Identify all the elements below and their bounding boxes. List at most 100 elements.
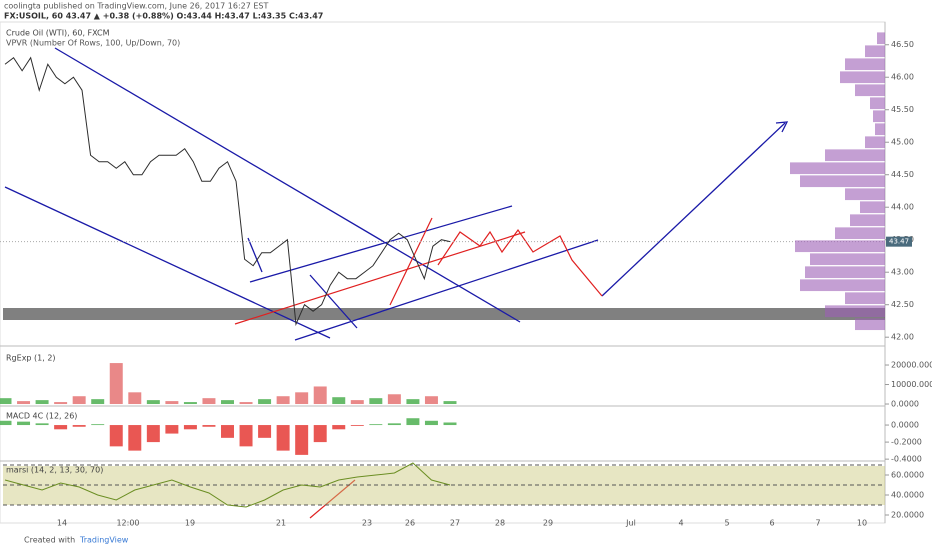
profile-bar	[855, 84, 885, 97]
bar	[72, 396, 86, 405]
x-tick-label: 12:00	[116, 519, 139, 528]
price-line	[4, 462, 451, 508]
bar	[72, 425, 86, 427]
x-tick-label: 26	[405, 519, 415, 528]
y-tick-label: 44.00	[891, 203, 914, 212]
x-tick-label: 5	[724, 519, 729, 528]
bar	[350, 425, 364, 426]
y-tick-label: 46.00	[891, 73, 914, 82]
last-box	[886, 236, 912, 247]
y-tick-label: 45.00	[891, 138, 914, 147]
panel-title: marsi (14, 2, 13, 30, 70)	[6, 466, 103, 475]
last-price: 43.47	[889, 238, 909, 246]
y-tick-label: 10000.0000	[891, 380, 932, 389]
bar	[443, 401, 457, 405]
created: Created with	[24, 536, 75, 545]
x-tick-label: 19	[185, 519, 195, 528]
y-tick-label: 60.0000	[891, 471, 924, 480]
bar	[258, 399, 272, 405]
profile-bar	[790, 162, 885, 175]
x-tick-label: 4	[678, 519, 683, 528]
bar	[239, 425, 253, 447]
profile-bar	[865, 136, 885, 149]
bar	[332, 425, 346, 430]
panel-subtitle: VPVR (Number Of Rows, 100, Up/Down, 70)	[6, 39, 180, 48]
bar	[35, 400, 49, 405]
x-tick-label: 14	[57, 519, 67, 528]
profile-bar	[810, 253, 885, 266]
bar	[183, 425, 197, 430]
profile-bar	[850, 214, 885, 227]
bar	[406, 399, 420, 405]
bar	[165, 401, 179, 405]
profile-bar	[805, 266, 885, 279]
bar	[406, 418, 420, 426]
y-tick-label: 0.0000	[891, 400, 919, 409]
x-tick-label: 6	[769, 519, 774, 528]
bar	[17, 401, 31, 405]
bar	[146, 425, 160, 443]
bar	[202, 425, 216, 427]
profile-bar	[795, 240, 885, 253]
profile-bar	[825, 149, 885, 162]
bar	[276, 396, 290, 405]
profile-bar	[840, 71, 885, 84]
panel-title: MACD 4C (12, 26)	[6, 412, 77, 421]
bar	[295, 425, 309, 455]
y-tick-label: 20000.0000	[891, 361, 932, 370]
bar	[91, 424, 105, 426]
bar	[109, 363, 123, 405]
bar	[202, 398, 216, 405]
profile-bar	[860, 201, 885, 214]
bar	[128, 392, 142, 405]
zone	[3, 308, 885, 320]
bar	[165, 425, 179, 434]
x-tick-label: Jul	[625, 519, 636, 528]
bar	[424, 396, 438, 405]
profile-bar	[845, 292, 885, 305]
bar	[91, 399, 105, 405]
profile-bar	[825, 305, 885, 318]
y-tick-label: 44.50	[891, 170, 914, 179]
bar	[295, 392, 309, 405]
y-tick-label: 40.0000	[891, 491, 924, 500]
x-tick-label: 10	[857, 519, 867, 528]
profile-bar	[845, 188, 885, 201]
profile-bar	[800, 175, 885, 188]
bar	[387, 394, 401, 405]
y-tick-label: 0.0000	[891, 421, 919, 430]
quote: FX:USOIL, 60 43.47 ▲ +0.38 (+0.88%) O:43…	[4, 12, 323, 21]
bar	[369, 424, 383, 426]
bar	[424, 420, 438, 426]
bar	[350, 400, 364, 405]
bar	[313, 386, 327, 405]
y-tick-label: 20.0000	[891, 511, 924, 520]
bar	[443, 422, 457, 426]
bar	[258, 425, 272, 438]
y-tick-label: -0.2000	[891, 438, 922, 447]
x-tick-label: 23	[362, 519, 372, 528]
panel-title: RgExp (1, 2)	[6, 354, 56, 363]
x-tick-label: 21	[276, 519, 286, 528]
x-tick-label: 28	[495, 519, 505, 528]
profile-bar	[873, 110, 885, 123]
x-tick-label: 27	[450, 519, 460, 528]
profile-bar	[855, 318, 885, 331]
x-tick-label: 7	[815, 519, 820, 528]
bar	[221, 425, 234, 438]
bar	[239, 402, 253, 405]
y-tick-label: 43.00	[891, 268, 914, 277]
brand: TradingView	[79, 536, 129, 545]
bar	[35, 423, 49, 426]
bar	[332, 397, 346, 405]
bar	[0, 398, 12, 405]
x-tick-label: 29	[543, 519, 553, 528]
bar	[369, 398, 383, 405]
bar	[387, 423, 401, 426]
profile-bar	[877, 32, 885, 45]
bar	[54, 402, 68, 405]
bar	[146, 400, 160, 405]
y-tick-label: -0.4000	[891, 455, 922, 464]
bar	[17, 421, 31, 426]
publisher: coolingta published on TradingView.com, …	[4, 2, 269, 11]
